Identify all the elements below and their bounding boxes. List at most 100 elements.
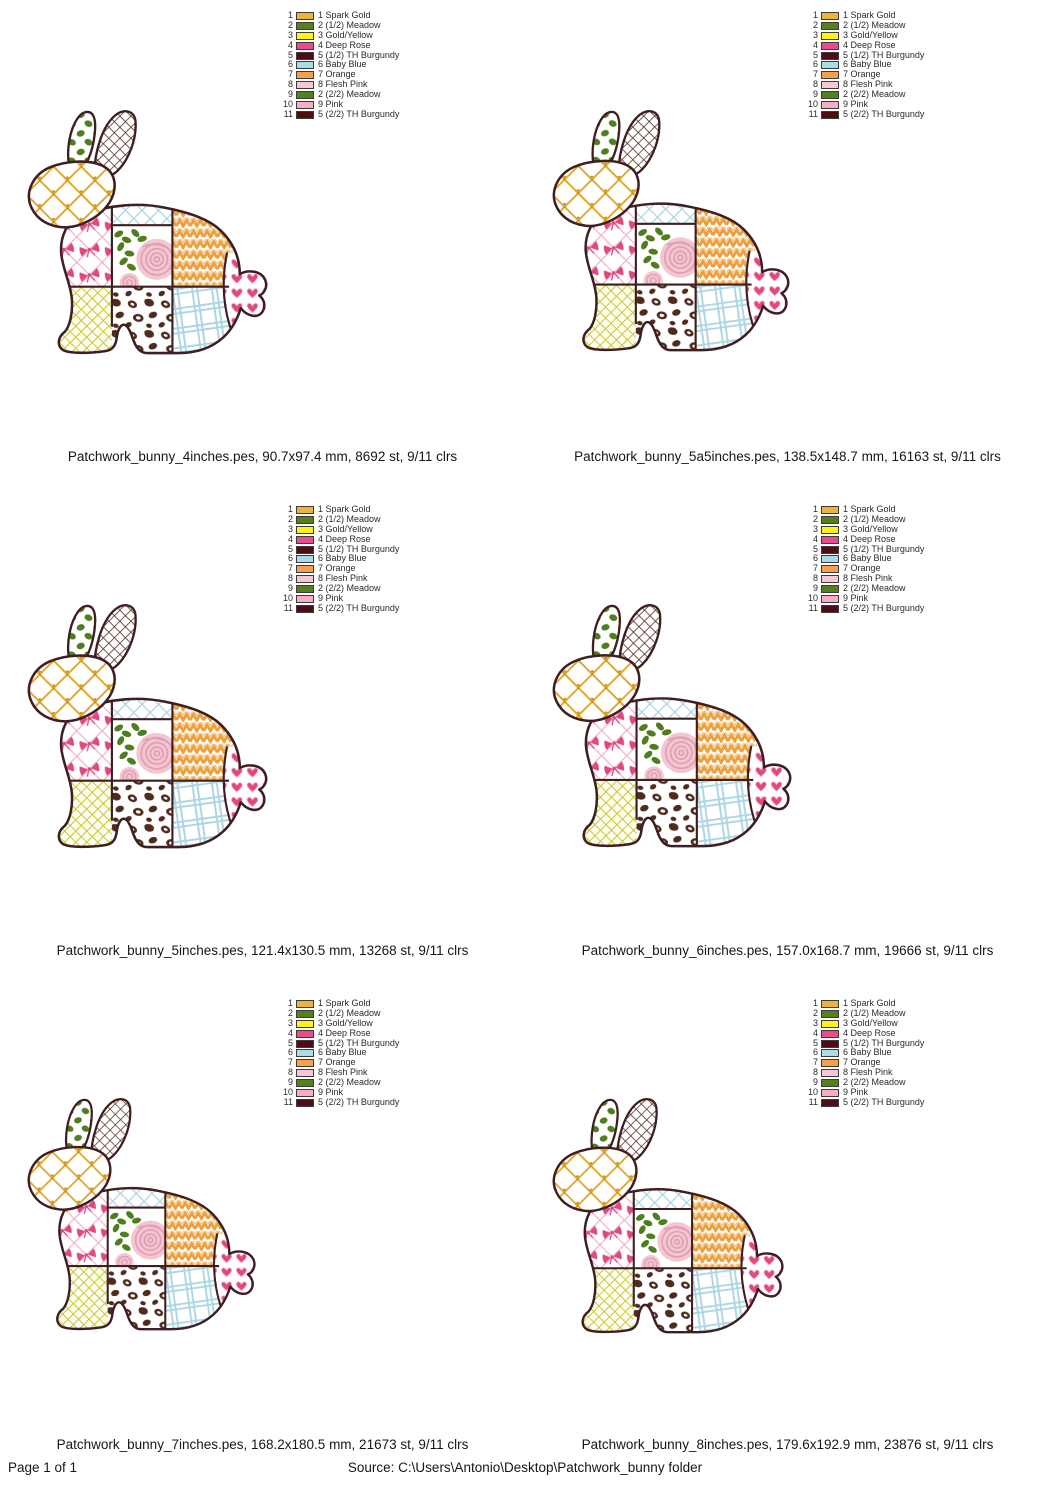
legend-row: 9 2 (2/2) Meadow bbox=[804, 89, 924, 100]
legend-row: 4 4 Deep Rose bbox=[279, 533, 399, 545]
thread-color-swatch bbox=[821, 61, 839, 70]
thread-color-swatch bbox=[296, 1098, 314, 1107]
legend-row: 5 5 (1/2) TH Burgundy bbox=[279, 49, 399, 61]
thread-number: 11 bbox=[283, 1096, 293, 1107]
legend-row: 6 6 Baby Blue bbox=[804, 554, 924, 564]
legend-row: 5 5 (1/2) TH Burgundy bbox=[804, 1037, 925, 1049]
legend-row: 2 2 (1/2) Meadow bbox=[804, 1007, 924, 1019]
thread-label: 2 (2/2) Meadow bbox=[318, 583, 381, 594]
thread-color-swatch bbox=[821, 575, 839, 584]
legend-row: 5 5 (1/2) TH Burgundy bbox=[804, 50, 924, 61]
thread-color-swatch bbox=[296, 1049, 314, 1058]
thread-number: 1 bbox=[812, 10, 818, 20]
legend-row: 4 4 Deep Rose bbox=[279, 39, 399, 51]
thread-color-swatch bbox=[821, 1009, 839, 1018]
thread-color-swatch bbox=[296, 51, 314, 60]
thread-label: 8 Flesh Pink bbox=[843, 573, 893, 584]
legend-row: 8 8 Flesh Pink bbox=[279, 573, 399, 584]
thread-number: 4 bbox=[812, 1027, 818, 1038]
design-caption: Patchwork_bunny_6inches.pes, 157.0x168.7… bbox=[581, 943, 994, 958]
thread-number: 7 bbox=[812, 1057, 818, 1068]
legend-row: 11 5 (2/2) TH Burgundy bbox=[279, 1096, 399, 1108]
thread-label: 4 Deep Rose bbox=[843, 1027, 896, 1038]
thread-label: 7 Orange bbox=[843, 69, 881, 80]
legend-row: 5 5 (1/2) TH Burgundy bbox=[279, 544, 399, 555]
patchwork-bunny-graphic bbox=[26, 604, 272, 850]
thread-number: 5 bbox=[287, 49, 293, 60]
thread-number: 5 bbox=[812, 543, 818, 554]
thread-label: 9 Pink bbox=[843, 1087, 869, 1098]
legend-row: 3 3 Gold/Yellow bbox=[279, 1018, 399, 1029]
thread-label: 2 (1/2) Meadow bbox=[843, 1007, 906, 1018]
thread-color-swatch bbox=[821, 1069, 839, 1078]
thread-color-swatch bbox=[821, 999, 839, 1008]
thread-color-swatch bbox=[296, 585, 314, 594]
legend-row: 11 5 (2/2) TH Burgundy bbox=[804, 603, 924, 614]
legend-row: 7 7 Orange bbox=[279, 563, 399, 574]
thread-label: 3 Gold/Yellow bbox=[318, 29, 373, 40]
thread-color-swatch bbox=[296, 545, 314, 554]
thread-label: 1 Spark Gold bbox=[318, 504, 371, 514]
legend-row: 3 3 Gold/Yellow bbox=[279, 29, 399, 41]
thread-color-swatch bbox=[821, 555, 839, 564]
thread-label: 2 (1/2) Meadow bbox=[318, 1007, 381, 1018]
thread-color-swatch bbox=[821, 1098, 839, 1107]
thread-label: 5 (2/2) TH Burgundy bbox=[318, 108, 400, 119]
thread-number: 4 bbox=[812, 533, 818, 544]
thread-color-swatch bbox=[296, 1088, 314, 1097]
thread-color-swatch bbox=[296, 575, 314, 584]
thread-color-swatch bbox=[296, 505, 314, 514]
thread-label: 4 Deep Rose bbox=[843, 39, 896, 50]
thread-number: 4 bbox=[812, 39, 818, 50]
thread-color-swatch bbox=[296, 21, 314, 30]
thread-color-swatch bbox=[821, 1088, 839, 1097]
thread-label: 7 Orange bbox=[318, 69, 356, 80]
thread-number: 7 bbox=[287, 69, 293, 80]
patchwork-bunny-graphic bbox=[551, 604, 796, 849]
legend-row: 1 1 Spark Gold bbox=[279, 10, 399, 21]
thread-color-swatch bbox=[296, 565, 314, 574]
thread-label: 4 Deep Rose bbox=[318, 39, 371, 50]
legend-row: 9 2 (2/2) Meadow bbox=[279, 89, 399, 100]
thread-number: 5 bbox=[287, 1037, 293, 1048]
thread-color-swatch bbox=[296, 91, 314, 100]
design-block: 1 1 Spark Gold 2 2 (1/2) Meadow 3 3 Gold/Yell… bbox=[0, 988, 525, 1482]
thread-label: 2 (1/2) Meadow bbox=[843, 19, 906, 30]
legend-row: 6 6 Baby Blue bbox=[279, 554, 399, 564]
legend-row: 10 9 Pink bbox=[804, 1087, 924, 1098]
patchwork-bunny-graphic bbox=[551, 110, 794, 353]
thread-label: 2 (2/2) Meadow bbox=[318, 1077, 381, 1088]
thread-number: 1 bbox=[287, 998, 293, 1008]
thread-label: 3 Gold/Yellow bbox=[843, 523, 898, 534]
thread-label: 5 (1/2) TH Burgundy bbox=[318, 1037, 400, 1048]
thread-label: 5 (1/2) TH Burgundy bbox=[843, 1037, 925, 1048]
design-block: 1 1 Spark Gold 2 2 (1/2) Meadow 3 3 Gold/Yell… bbox=[525, 494, 1050, 988]
thread-number: 10 bbox=[282, 593, 293, 604]
thread-label: 2 (1/2) Meadow bbox=[318, 19, 381, 30]
legend-row: 11 5 (2/2) TH Burgundy bbox=[279, 108, 400, 120]
thread-color-swatch bbox=[821, 565, 839, 574]
legend-row: 8 8 Flesh Pink bbox=[804, 573, 924, 584]
legend-row: 2 2 (1/2) Meadow bbox=[279, 514, 399, 525]
thread-label: 4 Deep Rose bbox=[318, 533, 371, 544]
legend-row: 6 6 Baby Blue bbox=[804, 60, 924, 70]
thread-number: 10 bbox=[807, 99, 818, 110]
thread-label: 8 Flesh Pink bbox=[318, 79, 368, 90]
patchwork-bunny-graphic bbox=[26, 110, 272, 356]
thread-label: 9 Pink bbox=[318, 99, 344, 110]
legend-row: 8 8 Flesh Pink bbox=[279, 1067, 399, 1078]
thread-number: 6 bbox=[812, 1047, 818, 1058]
legend-row: 8 8 Flesh Pink bbox=[804, 79, 924, 90]
thread-number: 7 bbox=[287, 563, 293, 574]
thread-number: 9 bbox=[287, 1077, 293, 1088]
thread-color-swatch bbox=[821, 91, 839, 100]
thread-number: 1 bbox=[812, 504, 818, 514]
thread-label: 6 Baby Blue bbox=[318, 1047, 367, 1058]
thread-label: 9 Pink bbox=[318, 593, 344, 604]
legend-row: 7 7 Orange bbox=[804, 563, 924, 574]
thread-number: 4 bbox=[287, 1027, 293, 1038]
thread-color-swatch bbox=[821, 1029, 839, 1038]
legend-row: 6 6 Baby Blue bbox=[279, 60, 399, 70]
